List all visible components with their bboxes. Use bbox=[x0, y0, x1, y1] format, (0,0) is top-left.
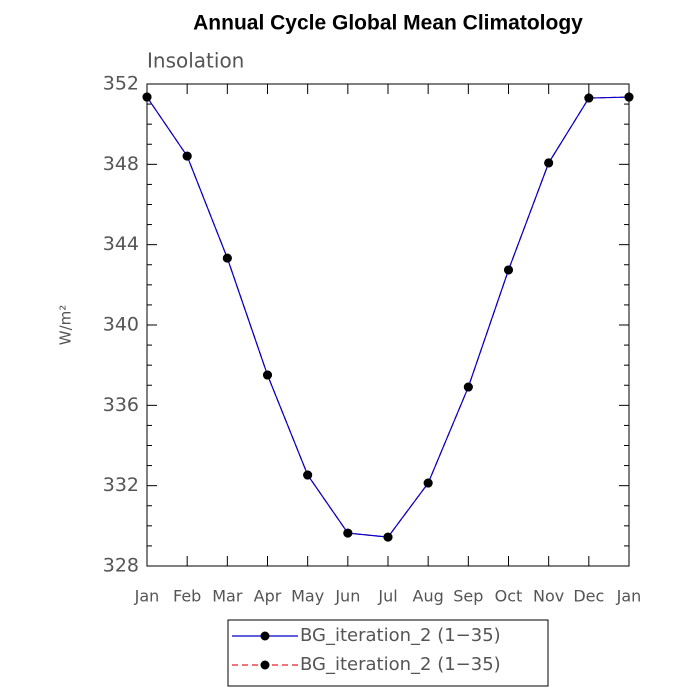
x-tick-label: Feb bbox=[173, 587, 201, 606]
legend-label: BG_iteration_2 (1−35) bbox=[300, 654, 501, 675]
data-point bbox=[343, 528, 353, 538]
data-point bbox=[584, 93, 594, 103]
x-tick-label: Oct bbox=[495, 587, 523, 606]
subtitle: Insolation bbox=[147, 49, 244, 73]
legend-marker bbox=[260, 631, 270, 641]
data-point bbox=[383, 532, 393, 542]
legend-box bbox=[227, 619, 549, 687]
data-point bbox=[624, 92, 634, 102]
x-tick-label: Dec bbox=[573, 587, 604, 606]
y-tick-label: 348 bbox=[103, 153, 139, 175]
y-tick-label: 336 bbox=[103, 394, 139, 416]
legend-marker bbox=[260, 660, 270, 670]
y-axis-label: W/m² bbox=[57, 305, 75, 346]
data-point bbox=[463, 382, 473, 392]
data-point bbox=[142, 92, 152, 102]
x-tick-label: Aug bbox=[413, 587, 444, 606]
x-tick-label: Nov bbox=[533, 587, 564, 606]
x-tick-label: Jun bbox=[334, 587, 360, 606]
x-tick-label: Jan bbox=[616, 587, 642, 606]
chart-title: Annual Cycle Global Mean Climatology bbox=[193, 12, 583, 35]
y-tick-label: 332 bbox=[103, 474, 139, 496]
plot-frame bbox=[146, 83, 630, 567]
legend-label: BG_iteration_2 (1−35) bbox=[300, 625, 501, 646]
x-tick-label: Mar bbox=[212, 587, 243, 606]
data-point bbox=[544, 158, 554, 168]
series-line bbox=[146, 96, 630, 538]
x-tick-label: Apr bbox=[254, 587, 282, 606]
data-point bbox=[504, 265, 513, 275]
series-line bbox=[146, 96, 630, 538]
x-tick-label: May bbox=[291, 587, 324, 606]
data-point bbox=[222, 253, 232, 263]
y-tick-label: 340 bbox=[103, 314, 139, 336]
x-tick-label: Jul bbox=[377, 587, 397, 606]
x-tick-label: Jan bbox=[134, 587, 160, 606]
y-tick-label: 344 bbox=[103, 233, 139, 255]
data-point bbox=[303, 470, 313, 480]
data-point bbox=[263, 370, 272, 380]
y-tick-label: 328 bbox=[103, 555, 139, 577]
data-point bbox=[423, 478, 433, 488]
x-tick-label: Sep bbox=[453, 587, 483, 606]
y-tick-label: 352 bbox=[103, 73, 139, 95]
data-point bbox=[182, 151, 192, 161]
